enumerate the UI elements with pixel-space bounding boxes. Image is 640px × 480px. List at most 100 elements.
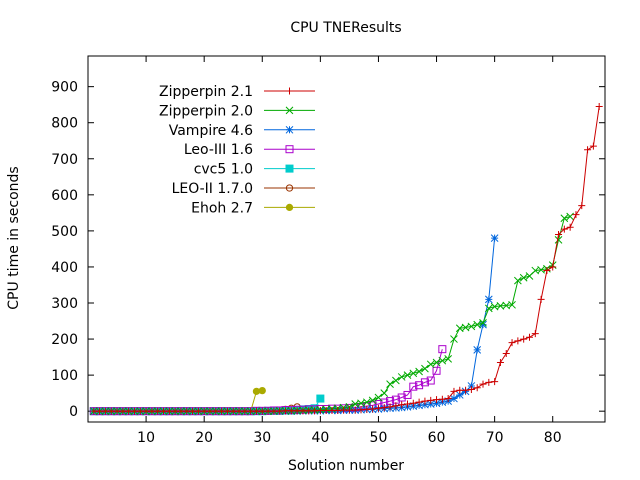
data-point: [386, 403, 394, 411]
x-tick-label: 10: [137, 430, 155, 446]
y-tick-label: 800: [51, 116, 78, 132]
y-axis-label: CPU time in seconds: [6, 166, 22, 309]
data-point: [444, 395, 452, 403]
data-point: [543, 267, 551, 275]
data-point: [285, 145, 294, 154]
data-point: [432, 358, 441, 367]
data-point: [531, 330, 539, 338]
data-point: [455, 391, 464, 399]
data-point: [426, 376, 435, 385]
data-point: [316, 394, 325, 403]
data-point: [368, 396, 377, 405]
data-point: [392, 402, 400, 410]
data-point: [415, 381, 424, 390]
data-point: [362, 398, 371, 407]
data-point: [403, 390, 412, 399]
data-point: [560, 225, 568, 233]
series-line: [93, 106, 600, 412]
data-point: [462, 386, 470, 394]
data-point: [380, 389, 389, 398]
data-point: [432, 366, 441, 375]
data-point: [479, 320, 487, 329]
chart-title: CPU TNEResults: [290, 20, 401, 36]
data-point: [450, 387, 458, 395]
data-point: [386, 380, 394, 388]
data-point: [374, 404, 382, 412]
data-point: [484, 295, 493, 304]
data-point: [467, 322, 476, 331]
legend-label: Zipperpin 2.1: [159, 84, 253, 100]
y-tick-label: 900: [51, 80, 78, 96]
y-tick-label: 700: [51, 152, 78, 168]
data-point: [374, 393, 383, 402]
data-point: [584, 146, 592, 154]
data-point: [566, 212, 574, 221]
data-point: [514, 276, 522, 285]
data-point: [421, 400, 429, 409]
data-point: [420, 378, 429, 387]
data-point: [502, 349, 510, 357]
legend-label: Leo-III 1.6: [184, 142, 253, 158]
data-point: [520, 335, 528, 343]
data-point: [438, 345, 447, 354]
x-tick-label: 50: [370, 430, 388, 446]
y-tick-label: 200: [51, 332, 78, 348]
data-point: [285, 164, 294, 173]
series-group: [89, 102, 603, 416]
data-point: [485, 378, 493, 386]
data-point: [595, 102, 603, 110]
data-point: [392, 376, 400, 385]
x-tick-label: 80: [544, 430, 562, 446]
data-point: [432, 399, 441, 408]
data-point: [403, 400, 411, 408]
x-tick-label: 30: [253, 430, 271, 446]
data-point: [421, 397, 429, 405]
series-line: [93, 349, 443, 412]
data-point: [252, 387, 261, 395]
data-point: [426, 360, 435, 369]
data-point: [426, 400, 435, 408]
x-tick-label: 20: [195, 430, 213, 446]
series-line: [93, 238, 496, 412]
data-point: [479, 380, 487, 388]
data-point: [555, 230, 563, 238]
data-point: [369, 405, 377, 413]
data-point: [285, 203, 294, 212]
x-tick-label: 40: [311, 430, 329, 446]
data-point: [508, 300, 516, 309]
data-point: [403, 371, 412, 379]
data-point: [473, 346, 482, 354]
data-point: [549, 263, 557, 271]
y-tick-label: 100: [51, 368, 78, 384]
data-point: [286, 87, 293, 95]
data-point: [554, 236, 563, 244]
plot-frame: [87, 55, 606, 423]
data-point: [380, 404, 388, 412]
data-point: [496, 359, 504, 367]
data-point: [258, 386, 266, 395]
data-point: [398, 401, 406, 409]
data-point: [409, 399, 417, 407]
data-point: [438, 395, 446, 403]
x-tick-label: 70: [486, 430, 504, 446]
data-point: [421, 364, 429, 373]
data-point: [578, 202, 586, 210]
y-tick-label: 400: [51, 260, 78, 276]
data-point: [473, 320, 482, 329]
legend-label: cvc5 1.0: [194, 162, 253, 178]
data-point: [438, 356, 447, 365]
data-point: [484, 304, 493, 313]
data-point: [427, 396, 435, 404]
data-point: [409, 369, 418, 378]
data-point: [285, 125, 294, 134]
data-point: [467, 386, 475, 394]
series-vampire-4-6: [89, 234, 499, 416]
data-point: [450, 394, 458, 403]
axis-ticks: 10 20 30 40 50 60 70 80010020030040050060070080…: [51, 56, 605, 446]
data-point: [490, 234, 499, 242]
y-tick-label: 0: [69, 404, 78, 420]
data-point: [491, 378, 499, 386]
data-point: [415, 367, 423, 376]
data-point: [397, 373, 406, 381]
